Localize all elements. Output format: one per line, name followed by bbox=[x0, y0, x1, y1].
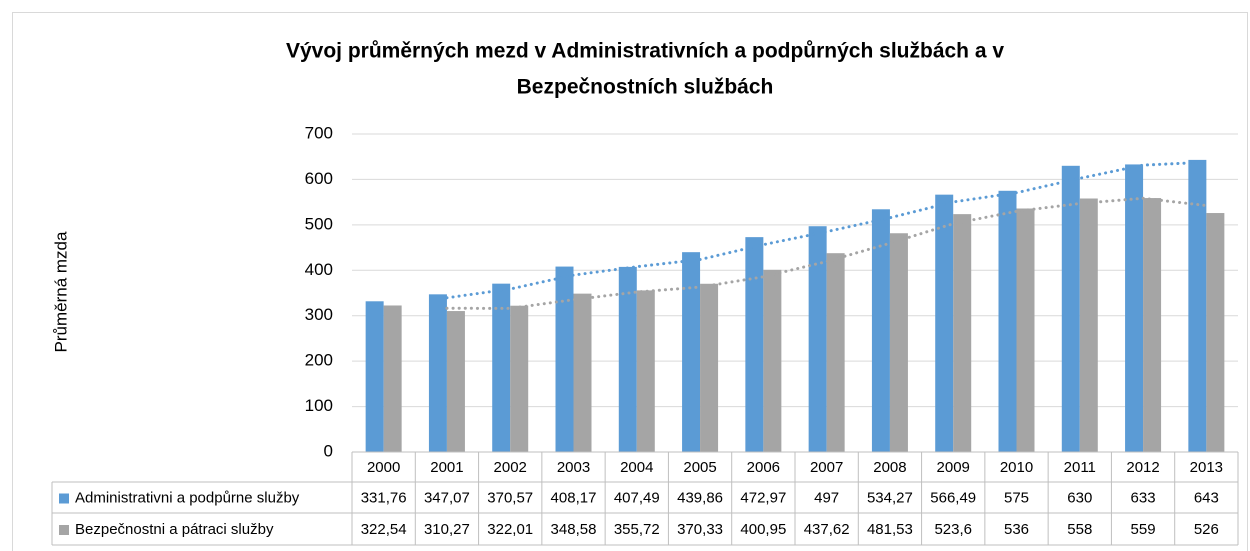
x-tick-label: 2007 bbox=[810, 459, 843, 476]
x-tick-label: 2009 bbox=[937, 459, 970, 476]
table-value: 331,76 bbox=[361, 489, 407, 506]
x-tick-label: 2008 bbox=[873, 459, 906, 476]
x-tick-label: 2013 bbox=[1190, 459, 1223, 476]
bar bbox=[1016, 208, 1035, 452]
x-tick-label: 2010 bbox=[1000, 459, 1033, 476]
table-value: 370,33 bbox=[677, 521, 723, 538]
bar bbox=[492, 283, 511, 452]
bar bbox=[383, 305, 402, 452]
table-value: 575 bbox=[1004, 489, 1029, 506]
legend-key bbox=[59, 525, 69, 535]
trendline bbox=[445, 160, 1208, 300]
bar bbox=[573, 293, 592, 452]
table-value: 408,17 bbox=[551, 489, 597, 506]
table-value: 523,6 bbox=[934, 521, 972, 538]
table-value: 630 bbox=[1067, 489, 1092, 506]
bar bbox=[365, 301, 384, 452]
table-value: 633 bbox=[1131, 489, 1156, 506]
x-tick-label: 2006 bbox=[747, 459, 780, 476]
bar bbox=[1125, 164, 1144, 453]
y-tick-label: 0 bbox=[324, 441, 333, 460]
table-value: 347,07 bbox=[424, 489, 470, 506]
table-value: 322,54 bbox=[361, 521, 407, 538]
table-value: 355,72 bbox=[614, 521, 660, 538]
y-tick-label: 300 bbox=[305, 305, 333, 324]
table-value: 481,53 bbox=[867, 521, 913, 538]
bar bbox=[745, 237, 764, 452]
bar bbox=[618, 266, 637, 452]
y-tick-label: 500 bbox=[305, 214, 333, 233]
table-value: 526 bbox=[1194, 521, 1219, 538]
table-value: 310,27 bbox=[424, 521, 470, 538]
y-tick-label: 400 bbox=[305, 260, 333, 279]
bar bbox=[889, 233, 908, 452]
x-tick-label: 2012 bbox=[1126, 459, 1159, 476]
chart-title: Vývoj průměrných mezd v Administrativníc… bbox=[286, 40, 1004, 63]
x-tick-label: 2005 bbox=[683, 459, 716, 476]
table-value: 407,49 bbox=[614, 489, 660, 506]
table-value: 370,57 bbox=[487, 489, 533, 506]
bar bbox=[1079, 198, 1098, 452]
x-tick-label: 2001 bbox=[430, 459, 463, 476]
table-value: 437,62 bbox=[804, 521, 850, 538]
bar bbox=[428, 294, 447, 452]
bar bbox=[808, 226, 827, 452]
legend-label: Administrativni a podpůrne služby bbox=[75, 489, 300, 506]
bar bbox=[700, 283, 719, 452]
bar bbox=[1143, 198, 1162, 452]
y-tick-label: 100 bbox=[305, 396, 333, 415]
table-value: 497 bbox=[814, 489, 839, 506]
bar bbox=[953, 214, 972, 452]
bar bbox=[826, 253, 845, 452]
bar bbox=[682, 252, 701, 452]
bar bbox=[510, 305, 529, 452]
x-tick-label: 2000 bbox=[367, 459, 400, 476]
bar bbox=[763, 269, 782, 452]
table-value: 558 bbox=[1067, 521, 1092, 538]
table-value: 559 bbox=[1131, 521, 1156, 538]
table-value: 536 bbox=[1004, 521, 1029, 538]
x-tick-label: 2002 bbox=[494, 459, 527, 476]
x-tick-label: 2011 bbox=[1064, 459, 1096, 476]
x-tick-label: 2003 bbox=[557, 459, 590, 476]
bar bbox=[935, 194, 954, 453]
legend-key bbox=[59, 493, 69, 504]
table-value: 643 bbox=[1194, 489, 1219, 506]
table-value: 322,01 bbox=[487, 521, 533, 538]
table-value: 534,27 bbox=[867, 489, 913, 506]
y-tick-label: 200 bbox=[305, 351, 333, 370]
bar bbox=[446, 311, 465, 452]
y-axis-label: Průměrná mzda bbox=[51, 231, 70, 352]
trendline bbox=[445, 196, 1208, 310]
table-value: 348,58 bbox=[551, 521, 597, 538]
x-tick-label: 2004 bbox=[620, 459, 653, 476]
chart-title: Bezpečnostních službách bbox=[517, 76, 774, 99]
bar bbox=[1188, 159, 1207, 452]
bar bbox=[1206, 213, 1225, 452]
table-value: 439,86 bbox=[677, 489, 723, 506]
legend-label: Bezpečnostni a pátraci služby bbox=[75, 521, 274, 538]
table-value: 400,95 bbox=[740, 521, 786, 538]
bar bbox=[555, 266, 574, 452]
table-value: 472,97 bbox=[740, 489, 786, 506]
bar bbox=[1061, 165, 1080, 453]
table-value: 566,49 bbox=[930, 489, 976, 506]
bar bbox=[998, 190, 1017, 453]
y-tick-label: 600 bbox=[305, 169, 333, 188]
y-tick-label: 700 bbox=[305, 123, 333, 142]
bar bbox=[871, 209, 890, 452]
bar bbox=[636, 290, 655, 452]
